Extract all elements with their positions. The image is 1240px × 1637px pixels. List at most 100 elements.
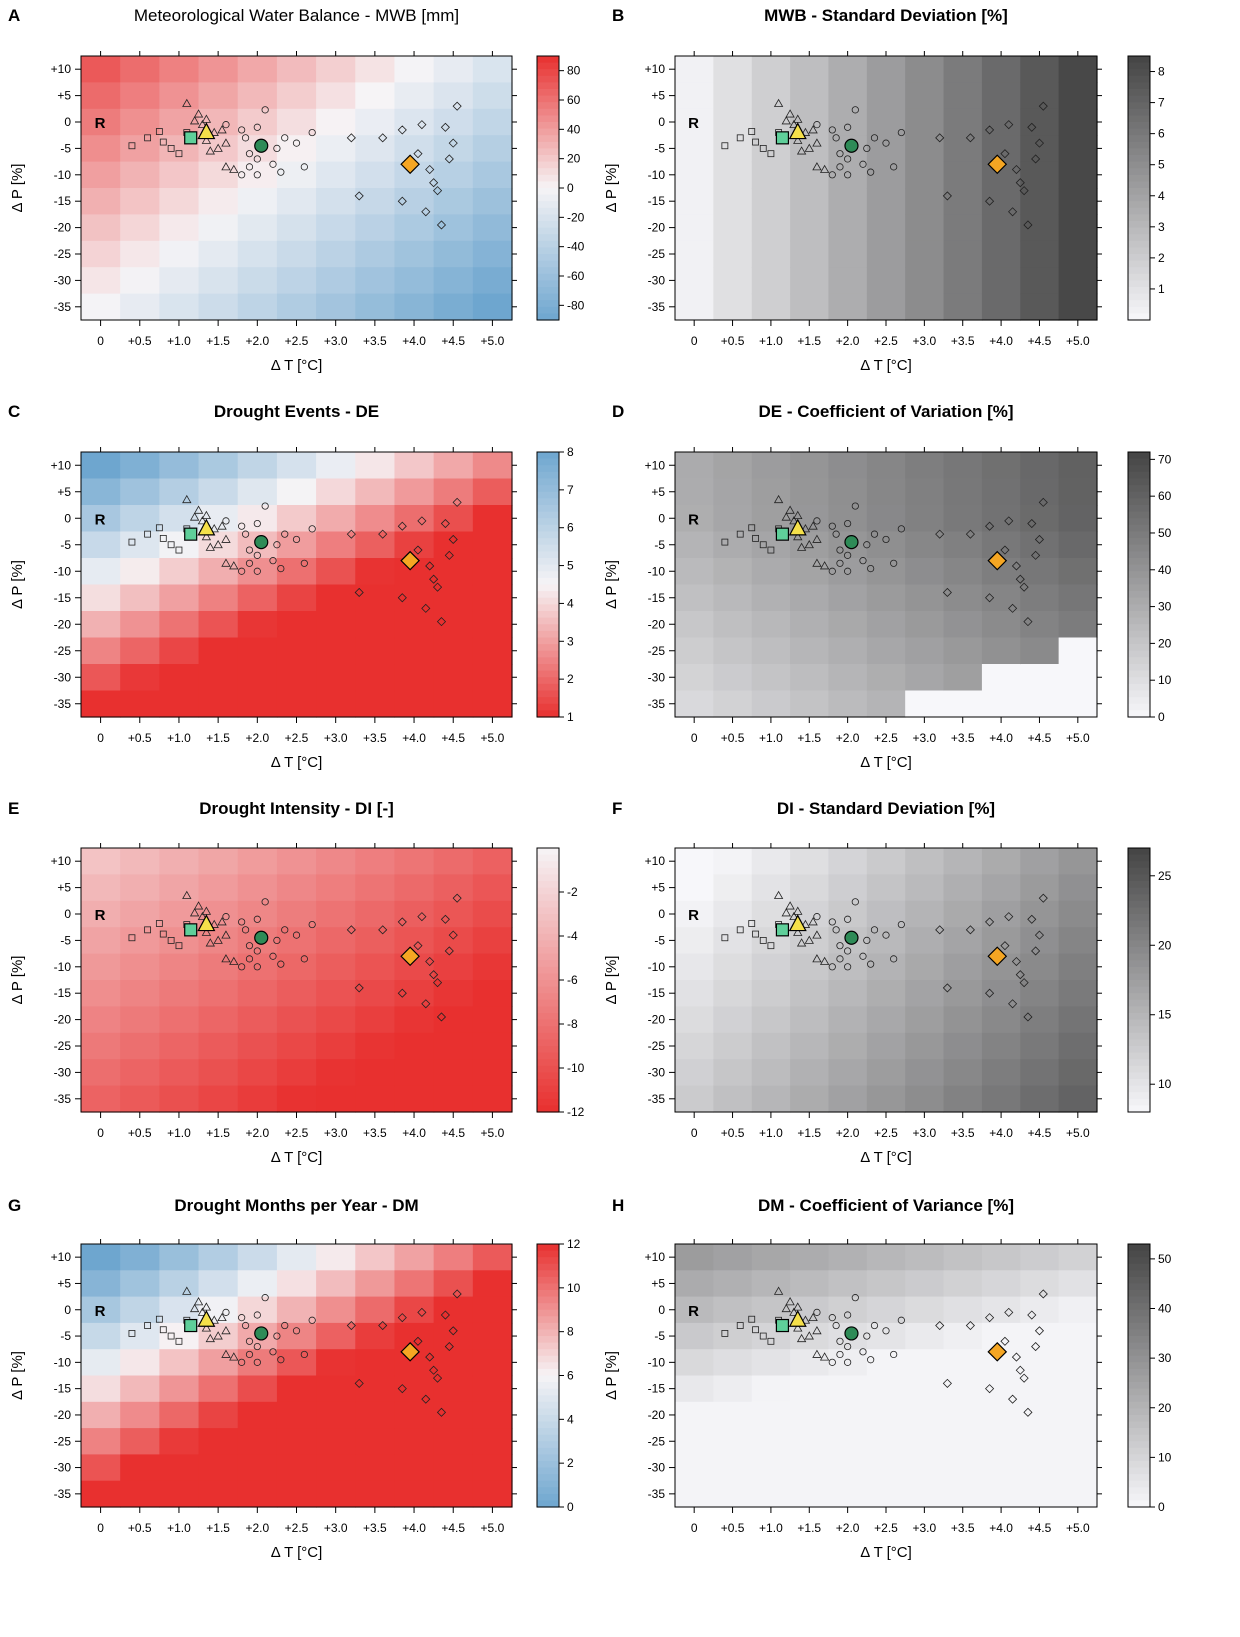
colorbar-step [537, 1480, 559, 1488]
heatmap-cell [316, 214, 356, 242]
y-tick-label: -25 [648, 1039, 666, 1053]
heatmap-cell [1020, 1401, 1060, 1429]
colorbar-step [537, 194, 559, 202]
marker-circle [828, 522, 836, 530]
colorbar-step [537, 1441, 559, 1449]
heatmap-cell [943, 1244, 983, 1271]
heatmap-cell [828, 637, 868, 665]
heatmap-cell [1020, 1454, 1060, 1482]
marker-triangle [221, 954, 231, 963]
marker-circle [859, 557, 867, 565]
colorbar-step [537, 1019, 559, 1027]
heatmap-cell [751, 188, 791, 215]
heatmap-cell [1020, 874, 1060, 902]
heatmap-cell [237, 108, 278, 136]
heatmap-cell [120, 161, 160, 189]
heatmap-cell [120, 1244, 160, 1271]
marker-diamond [985, 125, 995, 135]
marker-diamond [436, 1407, 447, 1417]
marker-triangle [189, 512, 200, 521]
heatmap-cell [981, 214, 1021, 242]
heatmap-cell [751, 82, 791, 110]
heatmap-cell [472, 1296, 513, 1324]
panel-title: Drought Months per Year - DM [174, 1196, 418, 1215]
panel-c: C Drought Events - DE0 +0.5 +1.0 +1.5 +2.0 +2.… [8, 402, 574, 771]
colorbar-step [537, 683, 559, 692]
x-tick-label: +5.0 [481, 334, 505, 348]
heatmap-cell [276, 584, 317, 612]
highlight-triangle-marker [197, 122, 216, 140]
x-tick-label: +0.5 [128, 731, 152, 745]
colorbar-step [537, 1382, 559, 1390]
reference-label: R [95, 1303, 106, 1320]
colorbar-step [1128, 306, 1150, 314]
x-tick-label: 0 [691, 334, 698, 348]
marker-circle [828, 171, 836, 179]
heatmap-cell [276, 108, 317, 136]
heatmap-cell [981, 82, 1021, 110]
heatmap-cell [316, 1349, 356, 1377]
heatmap-cell [355, 188, 396, 215]
marker-diamond [965, 133, 975, 143]
y-tick-label: -25 [648, 644, 666, 658]
heatmap-cell [159, 664, 200, 692]
heatmap-cell [981, 664, 1021, 692]
colorbar-step [1128, 1382, 1150, 1390]
heatmap-cell [81, 584, 121, 612]
colorbar-step [1128, 1263, 1150, 1271]
heatmap-cell [120, 82, 160, 110]
colorbar-step [1128, 478, 1150, 486]
marker-diamond [432, 978, 443, 988]
heatmap-cell [828, 874, 868, 902]
heatmap-cell [81, 637, 121, 665]
colorbar-step [537, 710, 559, 718]
x-tick-label: +4.5 [1028, 1521, 1052, 1535]
heatmap-cell [675, 690, 714, 718]
heatmap-cell [866, 267, 906, 295]
heatmap-cell [237, 1085, 278, 1113]
heatmap-cell [751, 584, 791, 612]
heatmap-cell [905, 900, 945, 928]
colorbar-step [1128, 471, 1150, 480]
marker-circle [897, 1316, 905, 1324]
heatmap-cell [866, 690, 906, 718]
marker-triangle [201, 927, 212, 936]
marker-circle [890, 955, 898, 963]
colorbar-step [537, 1059, 559, 1067]
marker-diamond [1019, 582, 1029, 592]
marker-square [721, 538, 729, 546]
colorbar-step [1128, 148, 1150, 156]
marker-triangle [793, 531, 803, 541]
heatmap-cell [828, 293, 868, 321]
heatmap-cell [1020, 980, 1060, 1007]
y-tick-label: +10 [51, 854, 72, 868]
heatmap-cell [675, 1270, 714, 1298]
heatmap-cell [198, 135, 239, 163]
marker-circle [844, 1358, 852, 1366]
heatmap-cell [905, 690, 945, 718]
marker-circle [836, 955, 844, 963]
colorbar-tick-label: 8 [567, 1325, 574, 1339]
marker-diamond [1004, 912, 1014, 922]
heatmap-cell [355, 505, 396, 533]
heatmap-cell [433, 848, 474, 875]
heatmap-cell [198, 1480, 239, 1508]
heatmap-cell [751, 1244, 791, 1271]
highlight-circle-marker [254, 1326, 269, 1341]
colorbar-step [1128, 664, 1150, 672]
colorbar-frame [1127, 847, 1151, 1113]
heatmap-cell [713, 214, 753, 242]
colorbar-step [537, 115, 559, 123]
heatmap-cell [276, 637, 317, 665]
heatmap-cell [159, 980, 200, 1007]
colorbar-step [537, 1349, 559, 1357]
marker-diamond [1000, 1336, 1010, 1346]
colorbar-step [1128, 524, 1150, 533]
marker-diamond [1004, 120, 1014, 130]
heatmap-cell [905, 240, 945, 268]
y-tick-label: -25 [54, 1434, 72, 1448]
colorbar-step [537, 1072, 559, 1080]
x-tick-label: +1.5 [206, 731, 230, 745]
colorbar-step [1128, 1336, 1150, 1344]
heatmap-cell [943, 558, 983, 586]
